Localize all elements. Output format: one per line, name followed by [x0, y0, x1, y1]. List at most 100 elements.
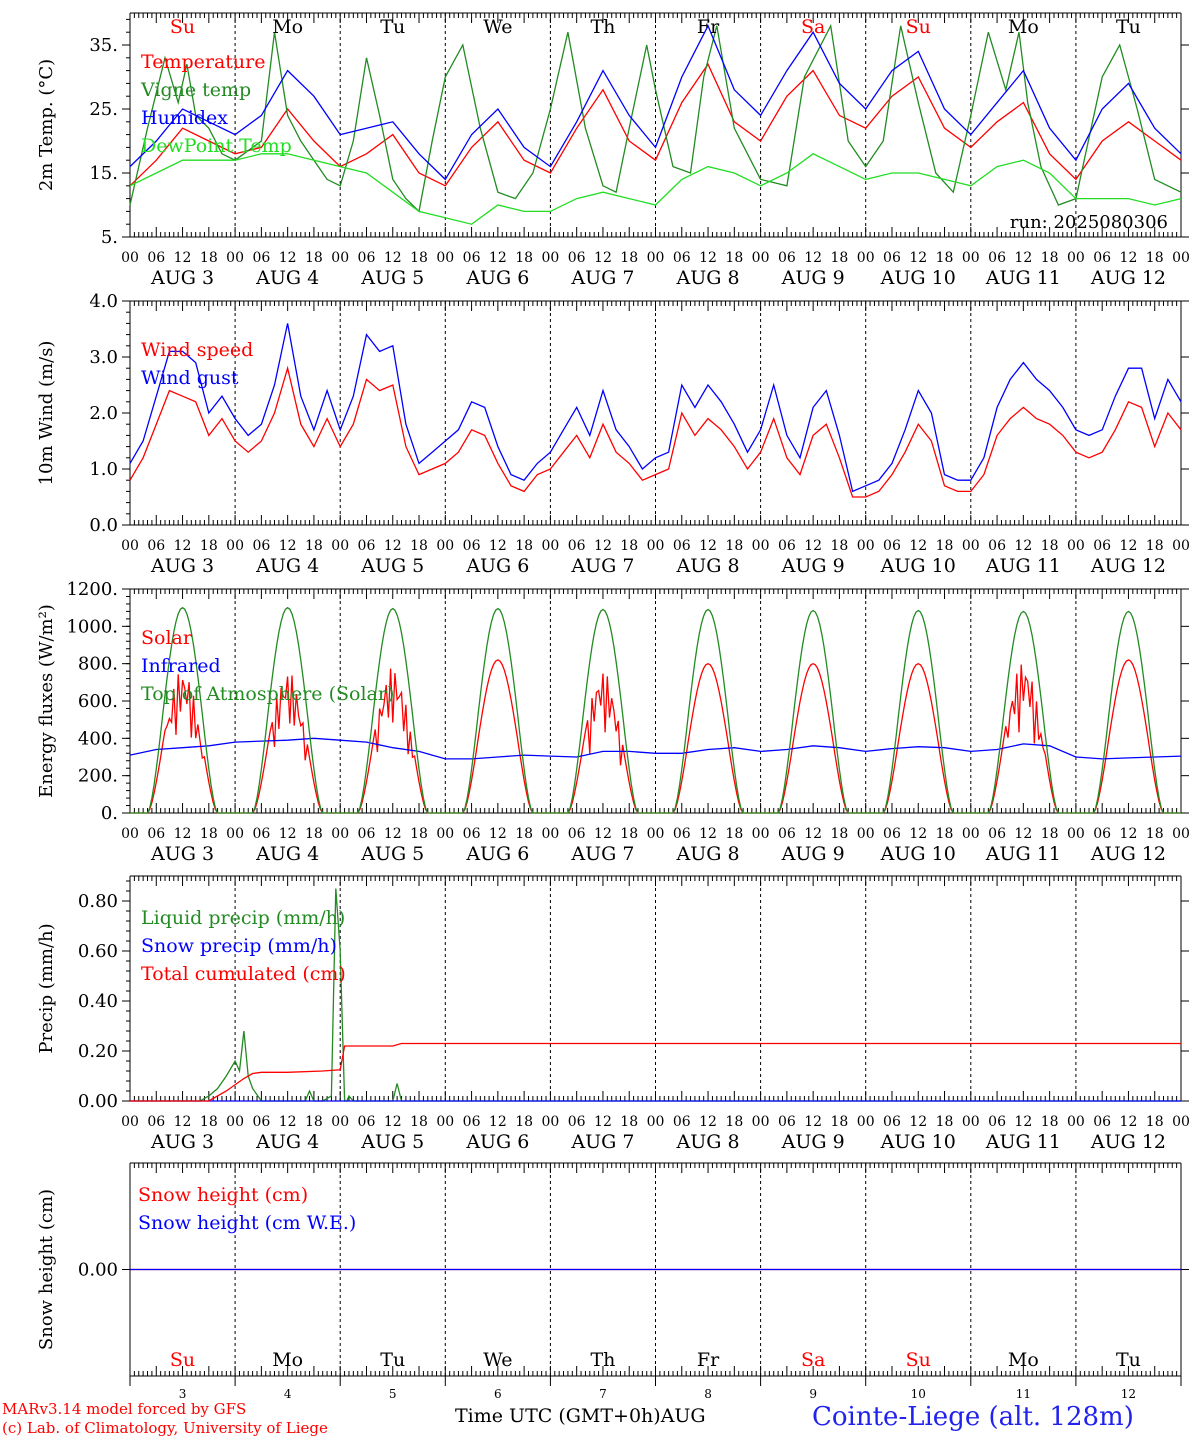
hour-tick-label: 06: [883, 1114, 901, 1130]
day-number-label: 8: [704, 1387, 712, 1401]
hour-tick-label: 18: [410, 538, 428, 554]
hour-tick-label: 12: [594, 250, 612, 266]
day-date-label: AUG 10: [880, 555, 956, 577]
hour-tick-label: 06: [358, 250, 376, 266]
y-tick-label: 2.0: [89, 403, 118, 424]
hour-tick-label: 18: [620, 826, 638, 842]
hour-tick-label: 00: [226, 826, 244, 842]
hour-tick-label: 00: [1067, 826, 1085, 842]
hour-tick-label: 00: [436, 1114, 454, 1130]
day-number-label: 12: [1121, 1387, 1136, 1401]
legend-entry: Snow height (cm W.E.): [138, 1212, 356, 1234]
y-tick-label: 0.60: [78, 941, 118, 962]
hour-tick-label: 18: [305, 1114, 323, 1130]
day-date-label: AUG 9: [781, 267, 845, 289]
hour-tick-label: 00: [436, 538, 454, 554]
hour-tick-label: 18: [831, 1114, 849, 1130]
hour-tick-label: 00: [121, 1114, 139, 1130]
weekday-label-bottom: Tu: [380, 1349, 405, 1371]
hour-tick-label: 18: [515, 826, 533, 842]
weekday-label-bottom: Su: [170, 1349, 195, 1371]
hour-tick-label: 12: [1120, 250, 1138, 266]
hour-tick-label: 00: [1067, 538, 1085, 554]
y-tick-label: 25.: [89, 99, 118, 120]
y-tick-label: 200.: [78, 766, 118, 787]
hour-tick-label: 12: [1014, 826, 1032, 842]
hour-tick-label: 18: [1041, 1114, 1059, 1130]
day-date-label: AUG 9: [781, 1131, 845, 1153]
hour-tick-label: 18: [1146, 1114, 1164, 1130]
hour-tick-label: 00: [436, 250, 454, 266]
day-date-label: AUG 10: [880, 1131, 956, 1153]
hour-tick-label: 00: [647, 250, 665, 266]
hour-tick-label: 06: [568, 1114, 586, 1130]
y-tick-label: 0.40: [78, 991, 118, 1012]
hour-tick-label: 00: [752, 538, 770, 554]
day-date-label: AUG 11: [985, 1131, 1061, 1153]
hour-tick-label: 06: [252, 826, 270, 842]
hour-tick-label: 06: [988, 538, 1006, 554]
series-line-humidex: [129, 24, 1182, 181]
day-date-label: AUG 5: [360, 555, 424, 577]
day-date-label: AUG 10: [880, 843, 956, 865]
legend-entry: Snow precip (mm/h): [141, 935, 337, 957]
day-number-label: 6: [494, 1387, 502, 1401]
day-date-label: AUG 9: [781, 555, 845, 577]
hour-tick-label: 00: [331, 538, 349, 554]
weekday-label-bottom: Th: [590, 1349, 615, 1371]
hour-tick-label: 12: [279, 826, 297, 842]
hour-tick-label: 12: [279, 1114, 297, 1130]
weekday-label-top: Fr: [697, 16, 720, 38]
day-date-label: AUG 4: [255, 843, 319, 865]
hour-tick-label: 12: [1120, 1114, 1138, 1130]
hour-tick-label: 06: [1093, 538, 1111, 554]
day-date-label: AUG 3: [150, 1131, 214, 1153]
hour-tick-label: 06: [778, 538, 796, 554]
y-tick-label: 0.20: [78, 1041, 118, 1062]
hour-tick-label: 18: [200, 826, 218, 842]
y-tick-label: 0.00: [78, 1091, 118, 1112]
hour-tick-label: 06: [358, 538, 376, 554]
hour-tick-label: 00: [857, 538, 875, 554]
day-date-label: AUG 12: [1090, 267, 1166, 289]
day-date-label: AUG 3: [150, 843, 214, 865]
y-tick-label: 0.0: [89, 515, 118, 536]
day-date-label: AUG 7: [570, 555, 634, 577]
hour-tick-label: 12: [909, 1114, 927, 1130]
hour-tick-label: 00: [121, 538, 139, 554]
weekday-label-bottom: We: [483, 1349, 512, 1371]
legend-entry: Wind speed: [141, 339, 253, 361]
hour-tick-label: 18: [725, 1114, 743, 1130]
hour-tick-label: 06: [673, 250, 691, 266]
hour-tick-label: 00: [752, 826, 770, 842]
hour-tick-label: 18: [1146, 250, 1164, 266]
hour-tick-label: 12: [1014, 538, 1032, 554]
day-date-label: AUG 8: [676, 1131, 740, 1153]
hour-tick-label: 12: [384, 826, 402, 842]
weekday-label-bottom: Sa: [801, 1349, 825, 1371]
hour-tick-label: 06: [252, 1114, 270, 1130]
hour-tick-label: 12: [1120, 538, 1138, 554]
day-date-label: AUG 3: [150, 267, 214, 289]
hour-tick-label: 06: [358, 826, 376, 842]
day-date-label: AUG 8: [676, 267, 740, 289]
day-number-label: 3: [179, 1387, 187, 1401]
hour-tick-label: 00: [541, 826, 559, 842]
hour-tick-label: 12: [489, 250, 507, 266]
hour-tick-label: 06: [1093, 826, 1111, 842]
legend-entry: Humidex: [141, 107, 228, 129]
y-tick-label: 3.0: [89, 347, 118, 368]
weekday-label-bottom: Tu: [1116, 1349, 1141, 1371]
hour-tick-label: 06: [358, 1114, 376, 1130]
hour-tick-label: 12: [174, 250, 192, 266]
hour-tick-label: 18: [725, 250, 743, 266]
series-line-infrared: [129, 737, 1182, 760]
legend-entry: Infrared: [141, 655, 221, 677]
y-tick-label: 800.: [78, 654, 118, 675]
y-tick-label: 4.0: [89, 291, 118, 312]
hour-tick-label: 18: [515, 250, 533, 266]
hour-tick-label: 06: [568, 826, 586, 842]
hour-tick-label: 18: [305, 250, 323, 266]
hour-tick-label: 12: [174, 1114, 192, 1130]
